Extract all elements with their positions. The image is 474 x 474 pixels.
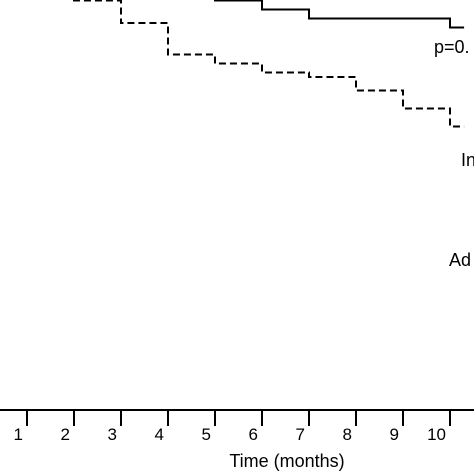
x-axis-title: Time (months)	[229, 451, 344, 471]
x-tick-label: 6	[249, 425, 258, 444]
series-layer	[73, 0, 465, 128]
series-line-dashed	[73, 0, 465, 128]
x-tick-label: 8	[343, 425, 352, 444]
x-tick-label: 4	[155, 425, 164, 444]
x-tick-label: 9	[390, 425, 399, 444]
x-tick-label: 2	[61, 425, 70, 444]
series-line-solid	[214, 0, 465, 29]
group-label-in: In	[461, 150, 474, 170]
x-tick-label: 1	[14, 425, 23, 444]
x-tick-layer: 1 2 3 4 5 6 7 8 9 10	[14, 410, 451, 444]
x-tick-label: 7	[296, 425, 305, 444]
x-tick-label: 10	[427, 425, 446, 444]
group-label-ad: Ad	[449, 250, 471, 270]
x-tick-label: 5	[202, 425, 211, 444]
p-value-label: p=0.	[434, 37, 470, 57]
x-tick-label: 3	[108, 425, 117, 444]
